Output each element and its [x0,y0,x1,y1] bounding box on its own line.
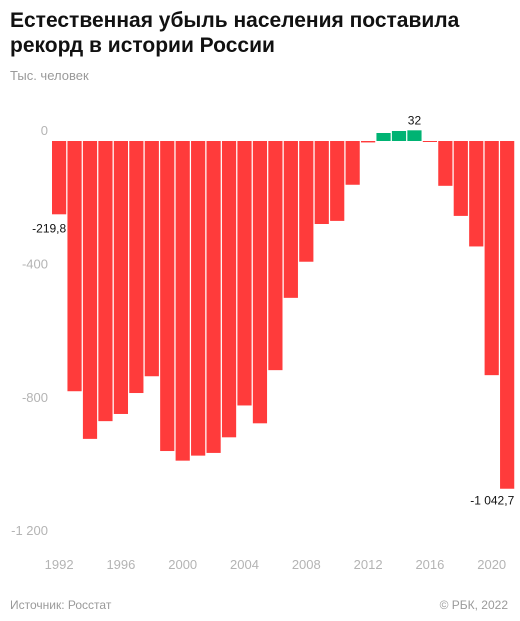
bar [391,130,407,141]
bar [453,141,468,216]
bar [175,141,190,461]
bar [283,141,298,298]
x-tick-label: 2020 [477,557,506,572]
bar [160,141,175,452]
bar [206,141,221,453]
bar [129,141,144,394]
data-label: 32 [408,113,422,127]
source-note: Источник: Росстат [10,598,112,612]
bar [361,141,376,143]
bar [438,141,453,186]
bar [221,141,237,438]
bar [98,141,113,422]
x-tick-label: 2004 [230,557,259,572]
chart-title: Естественная убыль населения поставила р… [10,9,460,57]
bar [330,141,345,221]
bar [469,141,484,247]
bar [484,141,499,376]
x-tick-label: 2016 [415,557,444,572]
y-tick-label: -800 [22,390,48,405]
bar [191,141,206,456]
bar [113,141,128,414]
bar [314,141,329,225]
data-label: -219,8 [32,221,66,235]
x-tick-label: 2000 [168,557,197,572]
bar [268,141,283,371]
bar [82,141,98,439]
bar [252,141,268,424]
bar [52,141,67,215]
bar [67,141,82,392]
x-tick-label: 1996 [106,557,135,572]
x-tick-label: 1992 [45,557,74,572]
bar [237,141,252,406]
copyright: © РБК, 2022 [439,598,508,612]
y-tick-label: 0 [41,123,48,138]
bar [376,132,391,141]
bar [407,130,422,141]
bar [500,141,515,489]
bar [422,141,437,142]
x-tick-label: 2012 [354,557,383,572]
x-tick-label: 2008 [292,557,321,572]
data-label: -1 042,7 [470,494,514,508]
bar [299,141,314,262]
bar [144,141,159,377]
unit-label: Тыс. человек [10,68,89,83]
bar [345,141,360,185]
y-tick-label: -400 [22,256,48,271]
y-tick-label: -1 200 [11,523,48,538]
